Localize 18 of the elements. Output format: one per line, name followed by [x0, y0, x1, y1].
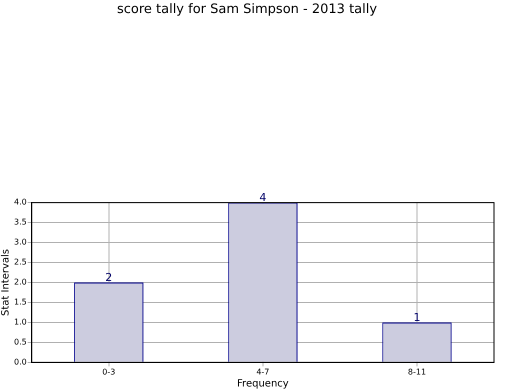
data-label: 1 [413, 310, 420, 324]
x-tick-label: 8-11 [408, 367, 426, 376]
y-tick-label: 1.0 [14, 318, 27, 327]
y-axis-title: Stat Intervals [0, 248, 12, 316]
data-label: 4 [259, 190, 266, 204]
y-tick-label: 4.0 [14, 198, 27, 207]
data-label: 2 [105, 270, 112, 284]
x-axis-title: Frequency [237, 378, 289, 390]
y-tick-label: 2.5 [14, 258, 27, 267]
y-tick-label: 3.0 [14, 238, 27, 247]
y-tick-label: 3.5 [14, 218, 27, 227]
chart-title: score tally for Sam Simpson - 2013 tally [116, 2, 378, 18]
y-tick-label: 2.0 [14, 278, 27, 287]
y-tick-label: 0.5 [14, 338, 27, 347]
x-tick-label: 4-7 [256, 367, 270, 376]
y-tick-label: 0.0 [14, 357, 27, 366]
y-tick-label: 1.5 [14, 298, 27, 307]
x-tick-label: 0-3 [102, 367, 116, 376]
